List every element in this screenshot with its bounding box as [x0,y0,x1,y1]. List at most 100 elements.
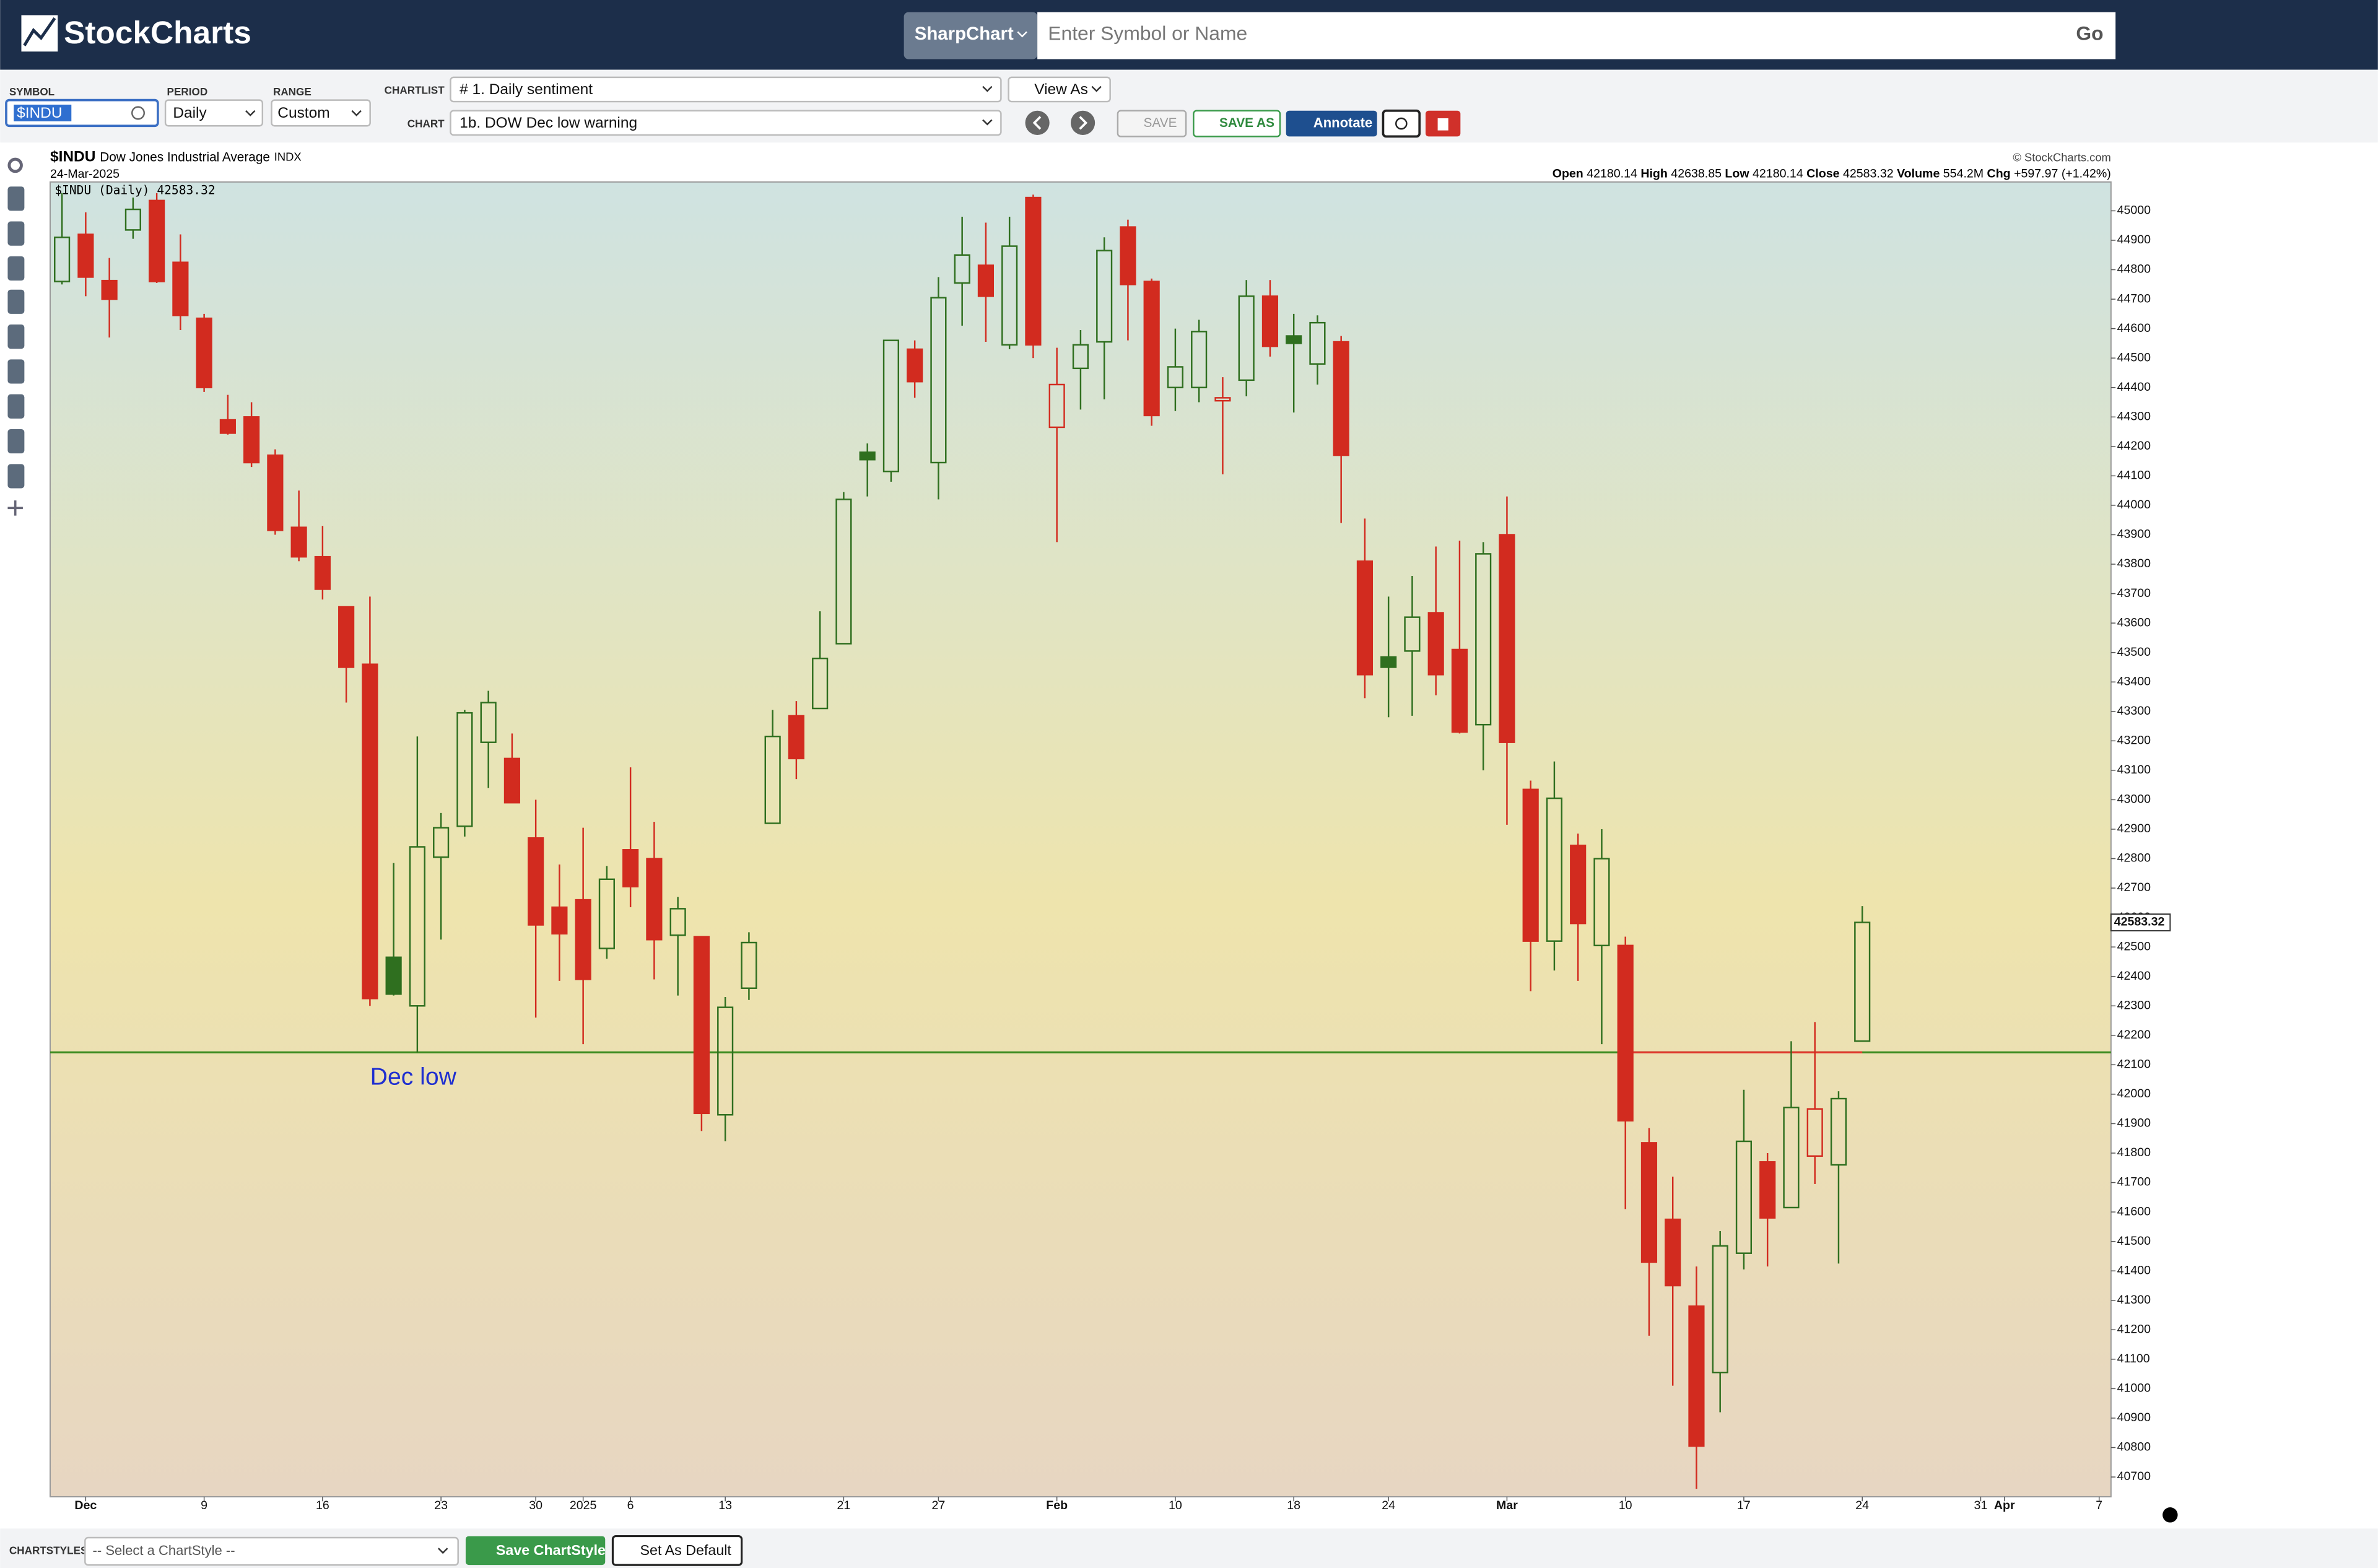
candle-body [267,454,284,531]
y-tick-label: 42500 [2117,939,2151,953]
cursor-dot [2162,1507,2178,1523]
y-tick-label: 44300 [2117,409,2151,423]
candle-body [1380,656,1397,668]
search-type[interactable] [904,12,1038,59]
refresh-icon[interactable] [131,106,146,120]
range-select[interactable] [271,99,371,127]
chart-select[interactable] [450,110,1002,136]
chart-legend: $INDU (Daily) 42583.32 [54,183,215,197]
y-tick-label: 40700 [2117,1470,2151,1483]
trash-icon [1437,118,1448,131]
candle-body [433,827,450,858]
x-tick-label: 10 [1169,1499,1182,1512]
x-tick-label: 30 [529,1499,542,1512]
search-input[interactable] [1037,12,2116,59]
gear-icon[interactable] [7,157,23,173]
y-tick-label: 42200 [2117,1028,2151,1042]
candle-body [646,858,663,941]
candle-body [1404,616,1421,652]
candle-body [528,837,544,926]
candle-body [622,849,639,887]
annotate-button[interactable] [1286,110,1377,137]
quote-label: Chg [1987,167,2011,181]
y-tick-label: 41800 [2117,1146,2151,1159]
save-button[interactable] [1117,110,1187,137]
set-default-text: Set As Default [640,1542,732,1558]
candle-body [1475,553,1492,726]
chartlist-select[interactable] [450,76,1002,103]
x-tick-label: 16 [316,1499,329,1512]
settings-button[interactable] [1382,109,1421,138]
next-button[interactable] [1070,110,1095,135]
tool-icon[interactable] [7,394,25,419]
candle-body [1356,560,1374,676]
selection [14,104,72,121]
y-tick-label: 43200 [2117,733,2151,747]
y-tick-label: 41100 [2117,1352,2150,1365]
y-tick-label: 42100 [2117,1058,2151,1071]
candle-body [1593,858,1610,947]
set-default-button[interactable] [611,1535,743,1566]
tool-icon[interactable] [7,186,25,211]
security-name: Dow Jones Industrial Average [100,150,270,164]
go-button[interactable]: Go [2076,22,2103,45]
candle-body [149,199,165,282]
tool-icon[interactable] [7,429,25,454]
save-chartstyle-text: Save ChartStyle [496,1542,606,1558]
y-tick-label: 43500 [2117,645,2151,659]
y-tick-label: 43000 [2117,793,2151,806]
search-type-text: SharpChart [915,24,1014,44]
tool-icon[interactable] [7,256,25,281]
tool-icon[interactable] [7,289,25,314]
quote-value: 42180.14 [1587,167,1637,181]
y-tick-label: 44700 [2117,292,2151,305]
candle-body [1712,1245,1728,1374]
last-price-box [2110,913,2171,932]
add-icon[interactable] [7,500,23,516]
chevron [982,85,993,92]
candle-body [907,348,923,383]
save-chartstyle-button[interactable] [465,1536,606,1566]
tool-icon[interactable] [7,464,25,489]
field-label: CHARTLIST [385,84,445,96]
quote-label: Open [1553,167,1583,181]
chartstyle-select[interactable] [84,1536,459,1566]
logo[interactable]: StockCharts [21,14,251,52]
candle-body [503,757,520,804]
y-tick-label: 40800 [2117,1440,2151,1454]
candle-body [219,419,236,434]
x-tick-label: 21 [837,1499,851,1512]
chart-date: 24-Mar-2025 [50,167,120,181]
x-tick-label: 9 [201,1499,207,1512]
candle-body [1499,534,1515,743]
candle-body [480,702,497,743]
y-tick-label: 43900 [2117,528,2151,541]
reference-label: Dec low [370,1063,457,1090]
field-label: CHART [407,117,445,129]
candle-body [1759,1161,1776,1219]
quote-value: 554.2M [1943,167,1984,181]
candle-body [741,941,757,989]
candle-body [1333,341,1349,456]
tool-icon[interactable] [7,359,25,384]
tool-icon[interactable] [7,324,25,349]
chevron [982,119,993,126]
view-as-button[interactable] [1008,76,1111,103]
y-tick-label: 43600 [2117,616,2151,629]
candle-body [669,908,686,936]
tool-icon[interactable] [7,221,25,246]
x-tick-label: 23 [434,1499,448,1512]
toolbar [0,69,2378,143]
candle-body [77,233,94,278]
field-label: SYMBOL [9,85,54,98]
y-tick-label: 42300 [2117,998,2151,1012]
save-as-button[interactable] [1193,110,1281,137]
candle-body [196,317,212,388]
y-tick-label: 44900 [2117,233,2151,246]
candle-body [598,878,615,949]
period-select[interactable] [164,99,264,127]
y-tick-label: 42900 [2117,822,2151,835]
quote-label: Low [1725,167,1749,181]
prev-button[interactable] [1025,110,1050,135]
y-tick-label: 41000 [2117,1382,2151,1395]
